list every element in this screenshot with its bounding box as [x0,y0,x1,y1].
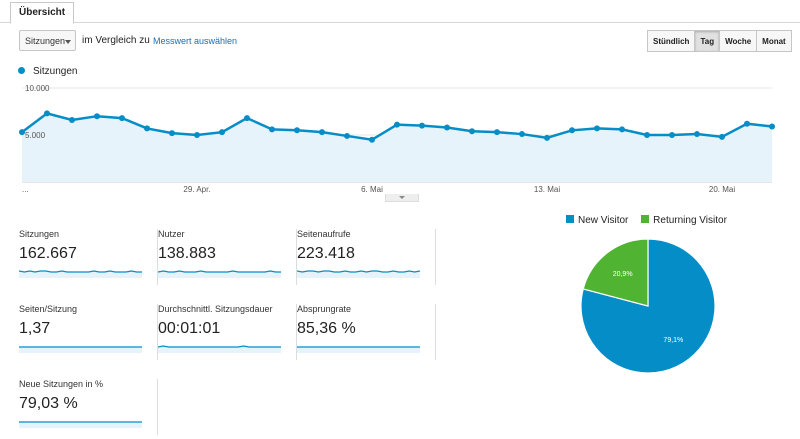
y-tick-label: 5.000 [25,131,46,140]
pie-legend: New Visitor Returning Visitor [566,215,727,226]
scorecard-sparkline [158,345,281,353]
data-point[interactable] [619,126,625,133]
data-point[interactable] [769,123,775,130]
pie-slice-label: 20,9% [613,271,633,278]
scorecard-label: Absprungrate [297,304,352,314]
select-metric-link[interactable]: Messwert auswählen [153,36,238,46]
scorecard[interactable]: Durchschnittl. Sitzungsdauer 00:01:01 [158,304,297,360]
returning-visitor-swatch [641,215,650,224]
hourly-button[interactable]: Stündlich [647,30,696,52]
scorecard-label: Durchschnittl. Sitzungsdauer [158,304,273,314]
scorecard-label: Nutzer [158,229,185,239]
data-point[interactable] [669,132,675,138]
x-tick-label: 6. Mai [361,185,383,194]
scorecard-label: Neue Sitzungen in % [19,379,104,389]
scorecard-sparkline [19,346,142,353]
data-point[interactable] [269,126,275,133]
scorecard-sparkline [19,421,142,428]
data-point[interactable] [69,116,75,123]
scorecard-sparkline [19,270,142,278]
visitor-pie-chart[interactable]: 79,1% 20,9% [570,230,730,380]
data-point[interactable] [744,120,750,127]
scorecard-label: Sitzungen [19,229,60,239]
x-tick-label: 20. Mai [709,185,735,194]
data-point[interactable] [394,121,400,128]
pie-legend-new[interactable]: New Visitor [578,215,629,226]
pie-legend-returning[interactable]: Returning Visitor [653,215,727,226]
series-dot-icon [18,66,25,74]
y-tick-label: 10.000 [25,84,50,93]
metric-select[interactable]: Sitzungen [19,30,76,51]
scorecard[interactable]: Sitzungen 162.667 [19,229,158,285]
week-button[interactable]: Woche [719,30,758,52]
granularity-buttons: Stündlich Tag Woche Monat [647,30,792,52]
data-point[interactable] [94,113,100,120]
data-point[interactable] [194,132,200,138]
data-point[interactable] [419,122,425,129]
data-point[interactable] [219,129,225,136]
data-point[interactable] [319,129,325,136]
scorecard-value: 85,36 % [297,320,356,337]
data-point[interactable] [469,128,475,135]
scorecard-value: 223.418 [297,245,355,262]
compare-label: im Vergleich zu [82,35,150,46]
pie-slice-label: 79,1% [663,337,683,344]
data-point[interactable] [444,124,450,131]
data-point[interactable] [169,130,175,137]
sessions-chart[interactable]: 10.000 5.000... 29. Apr. 6. Mai 13. Mai 20. M… [0,80,800,195]
scorecard-value: 1,37 [19,320,51,337]
metric-select-value: Sitzungen [25,36,66,46]
data-point[interactable] [694,131,700,138]
day-button[interactable]: Tag [694,30,721,52]
chevron-down-icon [65,40,71,44]
data-point[interactable] [244,115,250,122]
data-point[interactable] [369,136,375,143]
scorecard[interactable]: Seiten/Sitzung 1,37 [19,304,158,360]
data-point[interactable] [594,125,600,132]
scorecard-sparkline [158,270,281,278]
data-point[interactable] [344,132,350,139]
scorecard-sparkline [297,346,420,353]
x-tick-label: 13. Mai [534,185,560,194]
month-button[interactable]: Monat [756,30,792,52]
data-point[interactable] [719,133,725,140]
scorecard-value: 79,03 % [19,395,78,412]
scorecard-sparkline [297,270,421,278]
pie-slice-returning-visitor[interactable] [582,238,649,307]
scorecard-label: Seiten/Sitzung [19,304,78,314]
scorecard-value: 162.667 [19,245,77,262]
data-point[interactable] [519,131,525,138]
data-point[interactable] [19,129,25,136]
data-point[interactable] [494,129,500,136]
new-visitor-swatch [566,215,574,224]
legend-label: Sitzungen [33,66,78,77]
data-point[interactable] [119,115,125,122]
data-point[interactable] [144,125,150,132]
data-point[interactable] [569,127,575,134]
scorecard[interactable]: Absprungrate 85,36 % [297,304,436,360]
scorecard[interactable]: Neue Sitzungen in % 79,03 % [19,379,158,435]
data-point[interactable] [544,134,550,141]
x-tick-label: ... [22,185,29,194]
data-point[interactable] [644,132,650,138]
x-tick-label: 29. Apr. [183,185,210,194]
scorecard[interactable]: Nutzer 138.883 [158,229,297,285]
data-point[interactable] [294,127,300,134]
scorecard[interactable]: Seitenaufrufe 223.418 [297,229,436,285]
data-point[interactable] [44,110,50,117]
scorecard-label: Seitenaufrufe [297,229,351,239]
scorecard-value: 00:01:01 [158,320,221,337]
collapse-chart-handle[interactable] [385,194,419,202]
chart-legend: Sitzungen [18,66,77,77]
tab-bar: Übersicht [0,0,800,24]
scorecard-value: 138.883 [158,245,216,262]
tab-overview[interactable]: Übersicht [10,2,75,24]
